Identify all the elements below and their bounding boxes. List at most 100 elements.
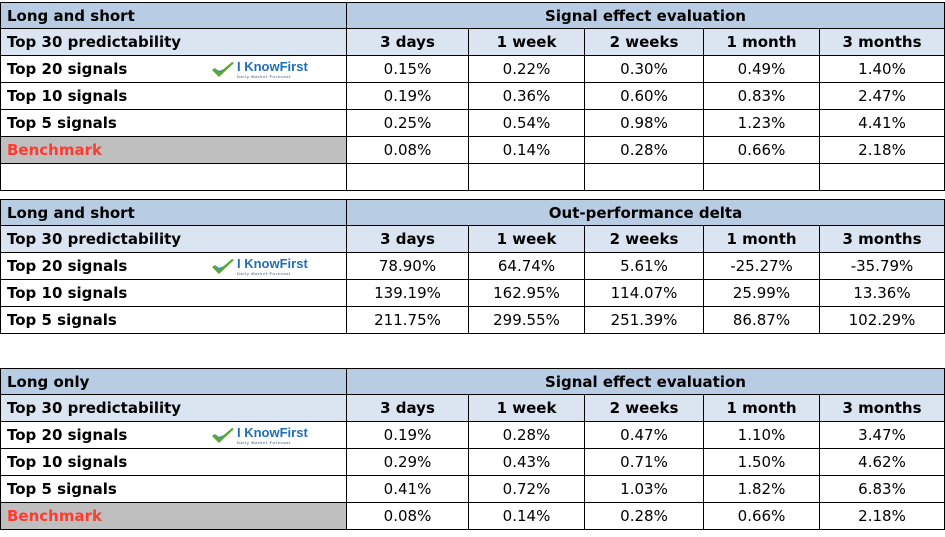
table-cell: 0.66%	[704, 137, 820, 164]
column-header-3-months: 3 months	[820, 226, 945, 253]
row-label: Top 10 signals	[0, 449, 347, 476]
empty-cell	[347, 164, 469, 191]
table-cell: 2.18%	[820, 137, 945, 164]
logo-tagline: Daily Market Forecast	[237, 271, 291, 276]
column-header-3-months: 3 months	[820, 395, 945, 422]
table-title: Long only	[0, 368, 347, 395]
table-row: Top 10 signals 0.19% 0.36% 0.60% 0.83% 2…	[0, 83, 945, 110]
table-title: Long and short	[0, 2, 347, 29]
iknowfirst-logo: I KnowFirst Daily Market Forecast	[211, 257, 308, 276]
logo-tagline: Daily Market Forecast	[237, 74, 291, 79]
table-cell: 0.66%	[704, 503, 820, 530]
table-cell: 0.83%	[704, 83, 820, 110]
table-cell: 0.72%	[469, 476, 585, 503]
benchmark-label: Benchmark	[0, 137, 347, 164]
iknowfirst-logo: I KnowFirst Daily Market Forecast	[211, 426, 308, 445]
table-cell: 1.23%	[704, 110, 820, 137]
table-cell: 139.19%	[347, 280, 469, 307]
table-cell: 0.08%	[347, 503, 469, 530]
table-cell: 0.29%	[347, 449, 469, 476]
section-title: Signal effect evaluation	[347, 368, 945, 395]
table-cell: 6.83%	[820, 476, 945, 503]
table-cell: 0.28%	[585, 503, 704, 530]
row-label: Top 20 signals I KnowFirst Daily Market …	[0, 422, 347, 449]
column-header-2-weeks: 2 weeks	[585, 395, 704, 422]
table-cell: 0.41%	[347, 476, 469, 503]
table-cell: 251.39%	[585, 307, 704, 334]
column-header-row: Top 30 predictability 3 days 1 week 2 we…	[0, 395, 945, 422]
row-label-text: Top 20 signals	[7, 60, 128, 78]
table-cell: 78.90%	[347, 253, 469, 280]
benchmark-label: Benchmark	[0, 503, 347, 530]
column-header-1-month: 1 month	[704, 29, 820, 56]
table-cell: 13.36%	[820, 280, 945, 307]
iknowfirst-logo: I KnowFirst Daily Market Forecast	[211, 60, 308, 79]
table-cell: -35.79%	[820, 253, 945, 280]
table-cell: 0.54%	[469, 110, 585, 137]
table-row: Top 20 signals I KnowFirst Daily Market …	[0, 422, 945, 449]
table-cell: 64.74%	[469, 253, 585, 280]
logo-text: I KnowFirst	[237, 425, 308, 440]
table-cell: 3.47%	[820, 422, 945, 449]
subheader-label: Top 30 predictability	[0, 226, 347, 253]
column-header-3-days: 3 days	[347, 226, 469, 253]
table-cell: 86.87%	[704, 307, 820, 334]
table-cell: 0.71%	[585, 449, 704, 476]
empty-cell	[704, 164, 820, 191]
section-title: Out-performance delta	[347, 199, 945, 226]
table-cell: 1.40%	[820, 56, 945, 83]
table-header-row: Long only Signal effect evaluation	[0, 368, 945, 395]
checkmark-logo-icon	[212, 427, 234, 443]
table-cell: 0.30%	[585, 56, 704, 83]
column-header-1-week: 1 week	[469, 29, 585, 56]
table-cell: 0.60%	[585, 83, 704, 110]
subheader-label: Top 30 predictability	[0, 29, 347, 56]
table-row: Top 20 signals I KnowFirst Daily Market …	[0, 253, 945, 280]
column-header-3-days: 3 days	[347, 395, 469, 422]
table-signal-effect-long-short: Long and short Signal effect evaluation …	[0, 2, 945, 191]
column-header-1-week: 1 week	[469, 395, 585, 422]
column-header-3-days: 3 days	[347, 29, 469, 56]
table-cell: 0.28%	[469, 422, 585, 449]
empty-row	[0, 164, 945, 191]
section-title: Signal effect evaluation	[347, 2, 945, 29]
table-row: Top 10 signals 0.29% 0.43% 0.71% 1.50% 4…	[0, 449, 945, 476]
column-header-1-week: 1 week	[469, 226, 585, 253]
row-label: Top 20 signals I KnowFirst Daily Market …	[0, 56, 347, 83]
table-cell: 0.47%	[585, 422, 704, 449]
table-cell: 0.14%	[469, 137, 585, 164]
column-header-2-weeks: 2 weeks	[585, 226, 704, 253]
table-cell: 102.29%	[820, 307, 945, 334]
table-cell: 1.10%	[704, 422, 820, 449]
logo-tagline: Daily Market Forecast	[237, 440, 291, 445]
table-cell: 0.19%	[347, 422, 469, 449]
table-cell: 0.14%	[469, 503, 585, 530]
benchmark-row: Benchmark 0.08% 0.14% 0.28% 0.66% 2.18%	[0, 137, 945, 164]
table-outperformance-delta: Long and short Out-performance delta Top…	[0, 199, 945, 334]
table-cell: 1.82%	[704, 476, 820, 503]
table-title: Long and short	[0, 199, 347, 226]
row-label: Top 10 signals	[0, 83, 347, 110]
table-row: Top 5 signals 0.41% 0.72% 1.03% 1.82% 6.…	[0, 476, 945, 503]
table-cell: 4.41%	[820, 110, 945, 137]
table-cell: 162.95%	[469, 280, 585, 307]
table-cell: 2.47%	[820, 83, 945, 110]
table-cell: 211.75%	[347, 307, 469, 334]
table-row: Top 10 signals 139.19% 162.95% 114.07% 2…	[0, 280, 945, 307]
table-cell: 2.18%	[820, 503, 945, 530]
checkmark-logo-icon	[212, 258, 234, 274]
subheader-label: Top 30 predictability	[0, 395, 347, 422]
table-cell: 25.99%	[704, 280, 820, 307]
empty-cell	[469, 164, 585, 191]
table-cell: 0.98%	[585, 110, 704, 137]
table-cell: 4.62%	[820, 449, 945, 476]
table-row: Top 5 signals 211.75% 299.55% 251.39% 86…	[0, 307, 945, 334]
column-header-1-month: 1 month	[704, 395, 820, 422]
table-row: Top 20 signals I KnowFirst Daily Market …	[0, 56, 945, 83]
table-cell: 0.43%	[469, 449, 585, 476]
row-label: Top 5 signals	[0, 307, 347, 334]
logo-text: I KnowFirst	[237, 59, 308, 74]
row-label: Top 5 signals	[0, 110, 347, 137]
column-header-1-month: 1 month	[704, 226, 820, 253]
empty-cell	[0, 164, 347, 191]
